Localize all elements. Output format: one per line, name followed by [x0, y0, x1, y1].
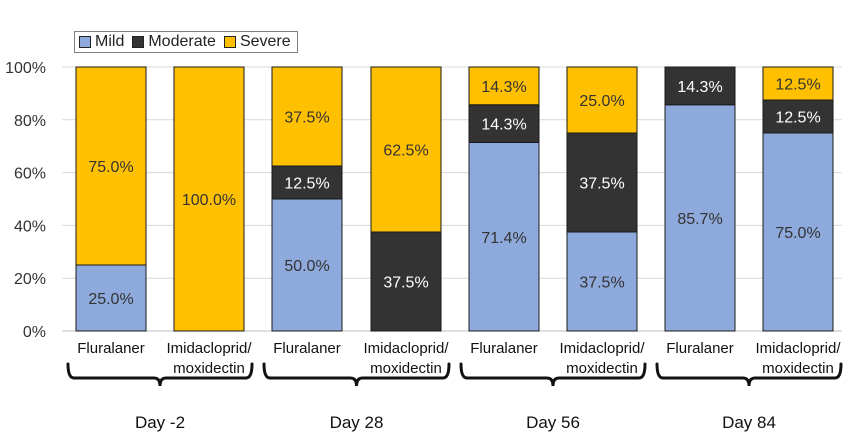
group-brace: [655, 362, 843, 387]
group-brace: [262, 362, 451, 387]
y-tick-label: 80%: [14, 113, 46, 130]
x-category-label-line: moxidectin: [173, 360, 245, 377]
x-category-label-line: Imidacloprid/: [755, 340, 841, 357]
group-label: Day -2: [135, 413, 185, 432]
data-label: 14.3%: [481, 117, 526, 134]
chart-legend: Mild Moderate Severe: [74, 31, 298, 53]
bar-segment-severe: [566, 66, 638, 134]
x-category-label-line: Imidacloprid/: [559, 340, 645, 357]
group-brace: [459, 362, 647, 387]
legend-label-mild: Mild: [95, 33, 125, 50]
data-label: 75.0%: [88, 159, 133, 176]
x-axis-categories: Fluralaner Imidacloprid/moxidectin Flurala…: [77, 340, 841, 377]
bar-segment-severe: [75, 66, 147, 266]
x-category-label-line: moxidectin: [762, 360, 834, 377]
x-category-label: Fluralaner: [273, 340, 341, 357]
data-label: 37.5%: [579, 275, 624, 292]
x-category-label: Fluralaner: [77, 340, 145, 357]
data-label: 100.0%: [182, 192, 236, 209]
data-label: 37.5%: [284, 110, 329, 127]
legend-swatch-mild: [79, 36, 91, 48]
group-brace: [66, 362, 254, 387]
legend-label-severe: Severe: [239, 33, 291, 50]
data-label: 25.0%: [88, 291, 133, 308]
data-label: 62.5%: [383, 143, 428, 160]
data-label: 85.7%: [677, 211, 722, 228]
x-category-label: Imidacloprid/moxidectin: [559, 340, 645, 377]
x-category-label-line: Fluralaner: [666, 340, 734, 357]
data-label: 12.5%: [775, 110, 820, 127]
data-label: 37.5%: [579, 176, 624, 193]
data-label: 12.5%: [284, 176, 329, 193]
bar-segment-moderate: [664, 66, 736, 106]
group-label: Day 84: [722, 413, 776, 432]
x-category-label-line: Fluralaner: [273, 340, 341, 357]
bar-segment-mild: [271, 198, 343, 332]
x-category-label: Imidacloprid/moxidectin: [166, 340, 252, 377]
data-label: 71.4%: [481, 230, 526, 247]
bar-segment-severe: [468, 66, 540, 106]
bar-segment-severe: [271, 66, 343, 167]
x-category-label-line: Imidacloprid/: [363, 340, 449, 357]
bar-segment-severe: [370, 66, 442, 233]
x-category-label: Fluralaner: [666, 340, 734, 357]
bar-segment-mild: [468, 142, 540, 332]
x-axis-groups: Day -2 Day 28 Day 56 Day 84: [66, 362, 843, 432]
x-category-label-line: moxidectin: [566, 360, 638, 377]
legend-swatch-severe: [223, 36, 236, 48]
bar-segment-moderate: [468, 104, 540, 144]
bar-segment-severe: [762, 66, 834, 101]
legend-label-moderate: Moderate: [148, 33, 216, 50]
group-label: Day 28: [330, 413, 384, 432]
bar-segment-mild: [762, 132, 834, 332]
x-category-label-line: Imidacloprid/: [166, 340, 252, 357]
group-label: Day 56: [526, 413, 580, 432]
legend-item-moderate: Moderate: [132, 33, 216, 51]
legend-swatch-moderate: [132, 36, 145, 48]
x-category-label: Imidacloprid/moxidectin: [363, 340, 449, 377]
y-axis: 0% 20% 40% 60% 80% 100%: [5, 60, 46, 341]
data-label: 37.5%: [383, 275, 428, 292]
x-category-label-line: moxidectin: [370, 360, 442, 377]
bar-segment-severe: [173, 66, 245, 332]
data-label: 12.5%: [775, 77, 820, 94]
x-category-label-line: Fluralaner: [77, 340, 145, 357]
x-category-label: Imidacloprid/moxidectin: [755, 340, 841, 377]
data-label: 14.3%: [481, 79, 526, 96]
bar-segment-moderate: [271, 165, 343, 200]
y-tick-label: 20%: [14, 271, 46, 288]
y-tick-label: 40%: [14, 218, 46, 235]
legend-item-severe: Severe: [223, 33, 291, 51]
data-label: 25.0%: [579, 93, 624, 110]
bar-segment-moderate: [370, 231, 442, 332]
legend-item-mild: Mild: [79, 33, 124, 51]
data-label: 14.3%: [677, 79, 722, 96]
bars: 25.0% 75.0% 100.0% 50.0% 12.5% 37.5% 37.5% 62.5…: [75, 66, 834, 332]
x-category-label: Fluralaner: [470, 340, 538, 357]
bar-segment-moderate: [566, 132, 638, 233]
data-label: 50.0%: [284, 258, 329, 275]
data-label: 75.0%: [775, 225, 820, 242]
bar-segment-mild: [75, 264, 147, 332]
y-tick-label: 100%: [5, 60, 46, 77]
y-tick-label: 60%: [14, 166, 46, 183]
x-category-label-line: Fluralaner: [470, 340, 538, 357]
y-tick-label: 0%: [23, 324, 46, 341]
